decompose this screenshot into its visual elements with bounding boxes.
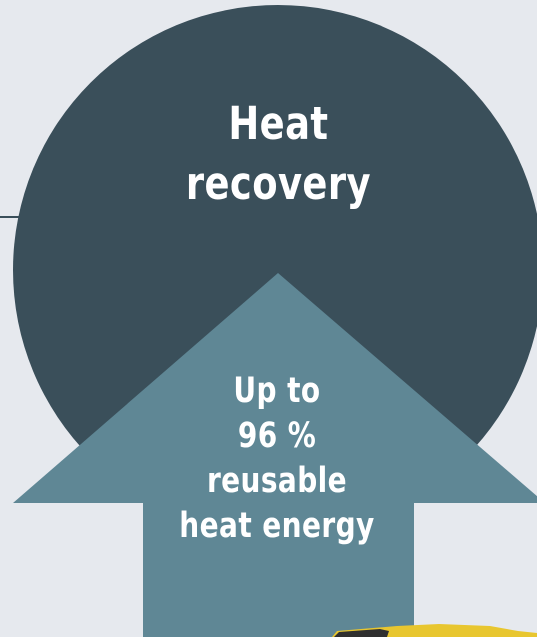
dark-object-edge: [334, 629, 389, 637]
upward-arrow: [13, 273, 537, 637]
title-line-recovery: recovery: [185, 157, 371, 210]
circle-title: Heat recovery: [50, 94, 490, 214]
stat-line-reusable: reusable: [206, 461, 348, 501]
divider-line: [0, 216, 30, 218]
stat-line-up-to: Up to: [233, 371, 321, 411]
title-line-heat: Heat: [228, 97, 329, 150]
stat-line-heat-energy: heat energy: [179, 506, 375, 546]
arrow-statistic: Up to 96 % reusable heat energy: [55, 369, 485, 549]
stat-line-percentage: 96 %: [237, 416, 317, 456]
